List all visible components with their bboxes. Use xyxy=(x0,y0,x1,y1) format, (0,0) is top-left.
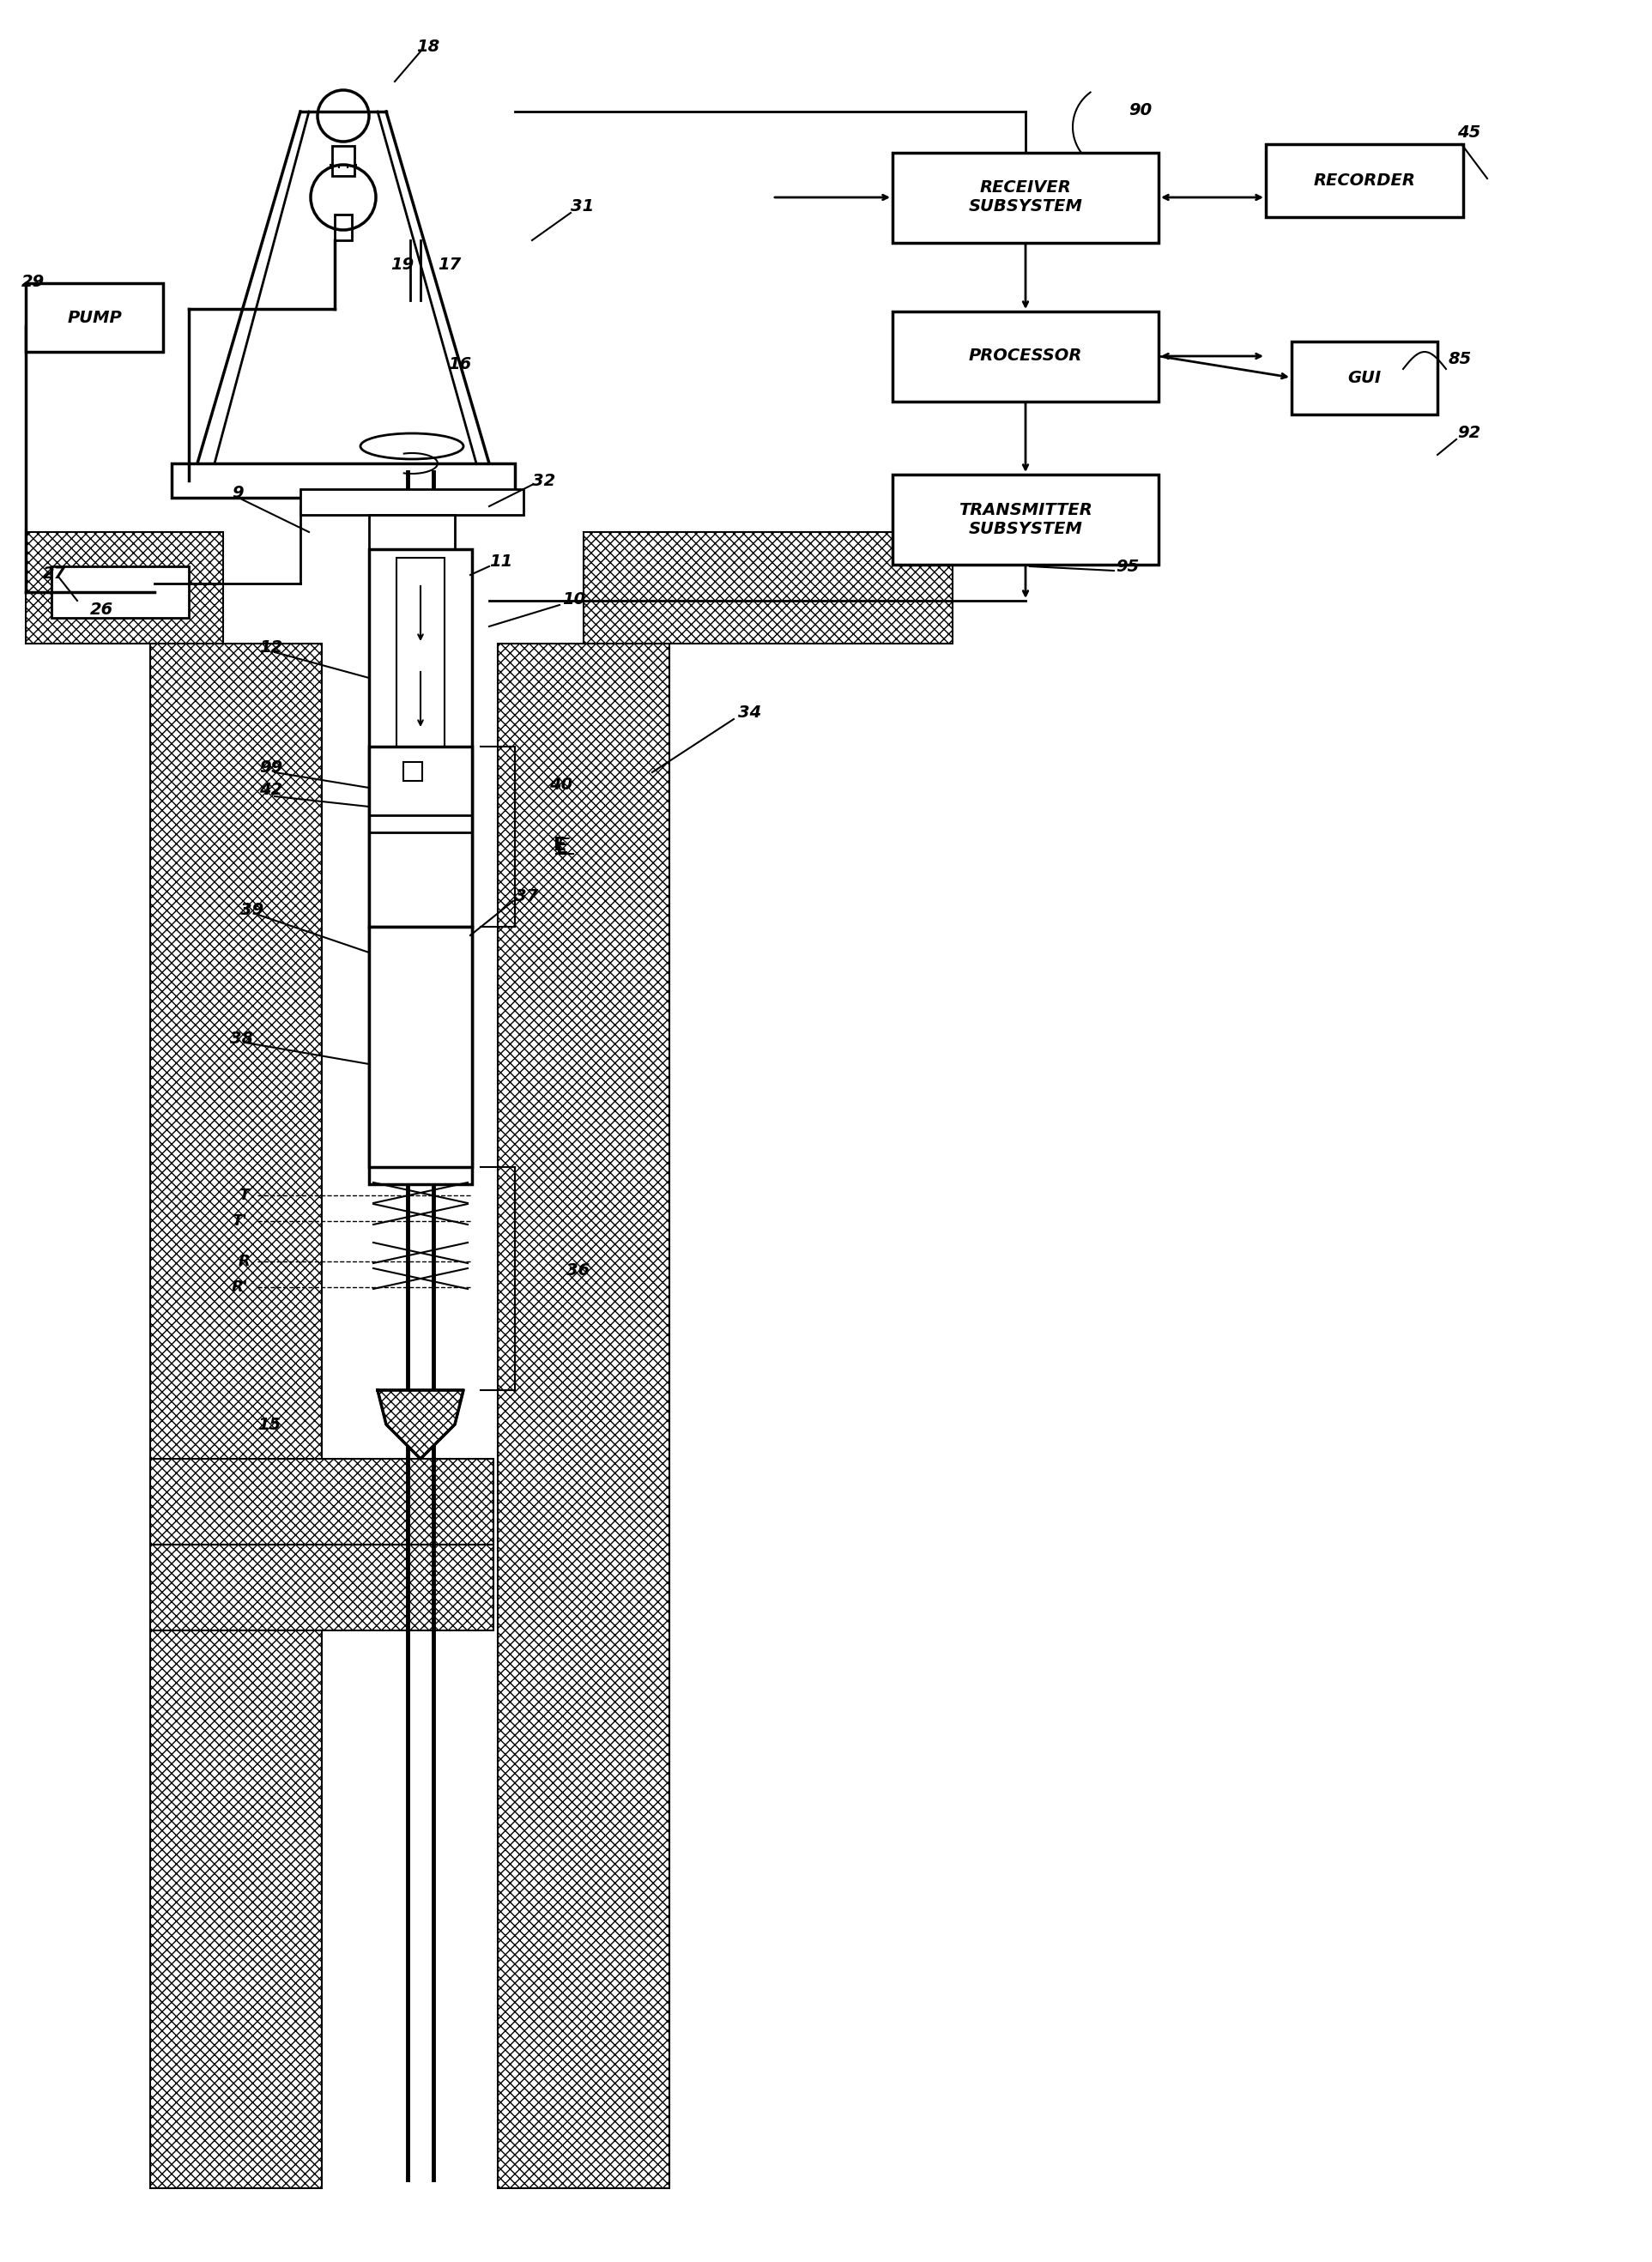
Bar xyxy=(335,215,352,240)
Text: 38: 38 xyxy=(230,1029,253,1047)
Text: 90: 90 xyxy=(1128,102,1151,118)
Text: T: T xyxy=(238,1188,249,1203)
Text: R': R' xyxy=(231,1280,248,1294)
Text: GUI: GUI xyxy=(1348,369,1381,387)
Text: 10: 10 xyxy=(562,590,585,606)
Text: 37: 37 xyxy=(515,889,539,905)
Text: 9: 9 xyxy=(231,486,243,502)
Text: 42: 42 xyxy=(259,780,282,798)
Bar xyxy=(368,927,472,1167)
Text: 26: 26 xyxy=(91,602,114,618)
Bar xyxy=(26,532,223,645)
Text: RECORDER: RECORDER xyxy=(1313,172,1416,188)
Text: 45: 45 xyxy=(1457,124,1480,140)
Text: 29: 29 xyxy=(21,274,45,290)
Bar xyxy=(583,532,953,645)
Bar xyxy=(497,645,669,2187)
Text: 39: 39 xyxy=(240,903,264,918)
Bar xyxy=(368,516,454,550)
Text: 99: 99 xyxy=(259,760,282,776)
Text: 95: 95 xyxy=(1115,559,1138,575)
Text: 19: 19 xyxy=(390,256,415,271)
Text: $\mathit{E}$: $\mathit{E}$ xyxy=(557,837,570,857)
Text: 85: 85 xyxy=(1449,351,1472,366)
Bar xyxy=(1292,342,1437,414)
Bar xyxy=(301,489,524,516)
Text: 15: 15 xyxy=(258,1416,281,1432)
Polygon shape xyxy=(378,1391,464,1459)
Text: PROCESSOR: PROCESSOR xyxy=(968,348,1082,364)
Bar xyxy=(892,152,1158,242)
Text: 34: 34 xyxy=(738,703,762,719)
Bar xyxy=(172,464,515,498)
Text: 18: 18 xyxy=(416,38,439,54)
Bar xyxy=(150,645,322,2187)
Text: TRANSMITTER
SUBSYSTEM: TRANSMITTER SUBSYSTEM xyxy=(958,502,1092,536)
Bar xyxy=(892,475,1158,563)
Text: 32: 32 xyxy=(532,473,555,489)
Text: 31: 31 xyxy=(570,197,595,215)
Bar xyxy=(150,1545,494,1631)
Text: E: E xyxy=(553,837,567,853)
Bar xyxy=(368,746,472,927)
Text: 16: 16 xyxy=(448,357,471,373)
Text: 36: 36 xyxy=(567,1262,590,1278)
Text: RECEIVER
SUBSYSTEM: RECEIVER SUBSYSTEM xyxy=(968,179,1082,215)
Text: R: R xyxy=(238,1253,251,1269)
Text: 40: 40 xyxy=(548,778,573,794)
Text: 12: 12 xyxy=(259,640,282,656)
Text: 27: 27 xyxy=(43,566,66,581)
Text: 92: 92 xyxy=(1457,425,1480,441)
Bar xyxy=(403,762,423,780)
Text: 11: 11 xyxy=(489,554,512,570)
Text: T': T' xyxy=(231,1212,246,1228)
Bar xyxy=(150,1459,494,1545)
Text: 17: 17 xyxy=(438,256,461,271)
Bar xyxy=(332,145,355,176)
Bar xyxy=(26,283,164,353)
Bar xyxy=(396,559,444,1158)
Bar xyxy=(892,312,1158,400)
Bar xyxy=(368,550,472,1185)
Text: PUMP: PUMP xyxy=(68,310,122,326)
Bar xyxy=(1265,145,1464,217)
Bar xyxy=(51,566,188,618)
